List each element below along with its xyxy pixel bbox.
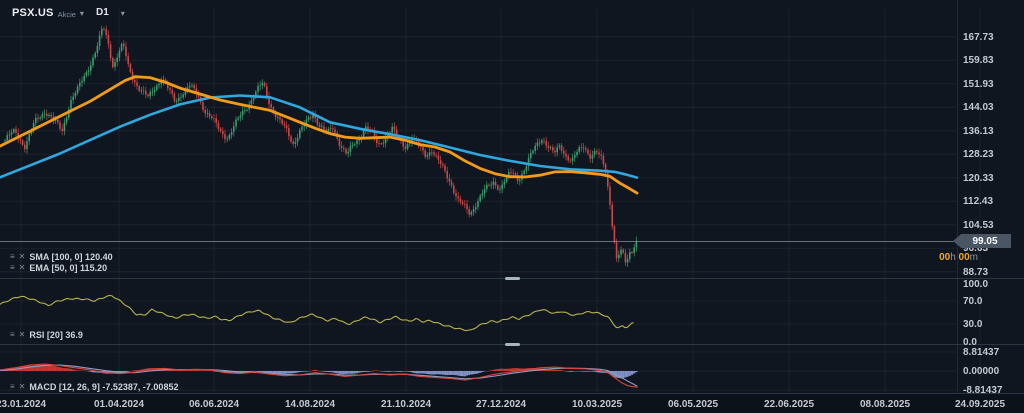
date-axis-label: 24.09.2025 [954,399,1006,410]
rsi-axis-label: 100.0 [963,278,989,290]
date-axis-label: 21.10.2024 [380,399,432,410]
sma-legend-label: SMA [100, 0] 120.40 [29,252,113,262]
panel-resize-handle[interactable] [505,343,520,346]
rsi-axis-label: 0.0 [963,336,977,348]
price-axis-label: 88.73 [963,266,989,278]
price-axis-label: 144.03 [963,102,994,114]
date-axis-label: 08.08.2025 [859,399,911,410]
instrument-type-label: Akcie [57,9,76,19]
indicator-close-icon[interactable]: ✕ [18,330,26,339]
date-axis[interactable] [0,393,1024,413]
indicator-settings-icon[interactable]: ≡ [10,263,15,272]
date-axis-label: 22.06.2025 [763,399,815,410]
macd-legend-label: MACD [12, 26, 9] -7.52387, -7.00852 [29,382,179,392]
rsi-legend: ≡ ✕ RSI [20] 36.9 [10,330,83,340]
macd-legend: ≡ ✕ MACD [12, 26, 9] -7.52387, -7.00852 [10,382,178,392]
date-axis-label: 01.04.2024 [93,399,145,410]
chevron-down-icon: ▾ [120,8,125,18]
ema-legend: ≡ ✕ EMA [50, 0] 115.20 [10,263,107,273]
price-axis-label: 96.63 [963,243,989,255]
date-axis-label: 27.12.2024 [475,399,527,410]
indicator-close-icon[interactable]: ✕ [18,263,26,272]
indicator-settings-icon[interactable]: ≡ [10,252,15,261]
indicator-settings-icon[interactable]: ≡ [10,382,15,391]
price-axis-border [957,0,958,393]
date-axis-label: 14.08.2024 [284,399,336,410]
price-axis-label: 159.83 [963,55,994,67]
rsi-axis-label: 30.0 [963,319,983,331]
price-axis-label: 120.33 [963,172,994,184]
indicator-settings-icon[interactable]: ≡ [10,330,15,339]
macd-axis-label: 0.00000 [963,366,1000,377]
last-price-value: 99.05 [972,235,998,247]
price-axis-label: 104.53 [963,219,994,231]
date-axis-label: 06.06.2024 [188,399,240,410]
chevron-down-icon: ▾ [79,9,84,18]
sma-legend: ≡ ✕ SMA [100, 0] 120.40 [10,252,113,262]
rsi-legend-label: RSI [20] 36.9 [29,330,83,340]
macd-axis-label: -8.81437 [963,385,1003,396]
indicator-close-icon[interactable]: ✕ [18,382,26,391]
timeframe-selector[interactable]: D1 ▾ [96,7,125,18]
instrument-symbol: PSX.US [12,7,54,19]
timeframe-label: D1 [96,7,109,18]
price-axis-label: 151.93 [963,78,994,90]
instrument-selector[interactable]: PSX.US Akcie ▾ [12,7,84,19]
last-price-tag: 99.05 [953,234,1011,248]
date-axis-label: 06.05.2025 [667,399,719,410]
price-axis-label: 128.23 [963,149,994,161]
price-axis-label: 167.73 [963,31,994,43]
last-price-line [0,241,958,242]
date-axis-label: 23.01.2024 [0,399,47,410]
price-axis-label: 136.13 [963,125,994,137]
indicator-close-icon[interactable]: ✕ [18,252,26,261]
ema-legend-label: EMA [50, 0] 115.20 [29,263,108,273]
macd-axis-label: 8.81437 [963,346,1000,358]
bar-close-countdown: 00h 00m [939,252,978,263]
price-axis-label: 112.43 [963,196,994,208]
date-axis-label: 10.03.2025 [571,399,623,410]
rsi-axis-label: 70.0 [963,295,983,307]
panel-resize-handle[interactable] [505,277,520,280]
